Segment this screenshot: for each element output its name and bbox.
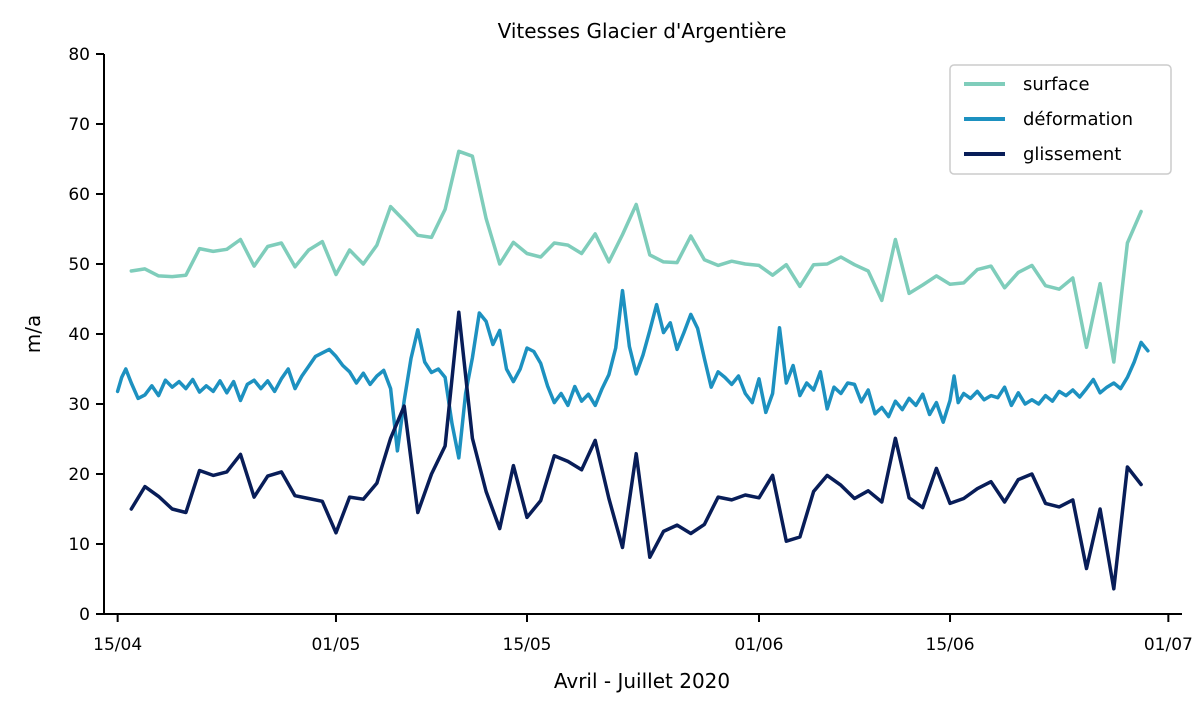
x-tick-label: 01/06 (734, 635, 783, 655)
y-tick-label: 50 (68, 255, 90, 275)
y-tick-label: 80 (68, 45, 90, 65)
x-tick-label: 01/07 (1144, 635, 1193, 655)
y-tick-label: 40 (68, 325, 90, 345)
series-line-glissement (129, 310, 1143, 591)
legend-label: surface (1023, 74, 1090, 95)
x-tick-label: 15/04 (93, 635, 142, 655)
x-tick-label: 15/05 (503, 635, 552, 655)
x-tick-label: 15/06 (926, 635, 975, 655)
y-tick-label: 30 (68, 395, 90, 415)
legend-label: déformation (1023, 109, 1133, 130)
y-tick-label: 20 (68, 465, 90, 485)
legend-box (949, 64, 1172, 175)
y-axis-label: m/a (21, 315, 45, 353)
series-line-surface (129, 149, 1143, 364)
axes: 0 10 20 30 40 50 60 70 80 15/04 01/05 15/05 01/06 15/… (68, 45, 1192, 655)
legend-label: glissement (1023, 144, 1121, 165)
y-tick-label: 0 (79, 605, 90, 625)
chart-title: Vitesses Glacier d'Argentière (498, 19, 787, 43)
plot-area (115, 149, 1150, 591)
x-tick-label: 01/05 (311, 635, 360, 655)
y-tick-label: 10 (68, 535, 90, 555)
x-axis-label: Avril - Juillet 2020 (554, 669, 730, 693)
legend: surface déformation glissement (949, 64, 1172, 175)
y-tick-label: 70 (68, 115, 90, 135)
series-line-déformation (115, 288, 1150, 460)
y-tick-label: 60 (68, 185, 90, 205)
